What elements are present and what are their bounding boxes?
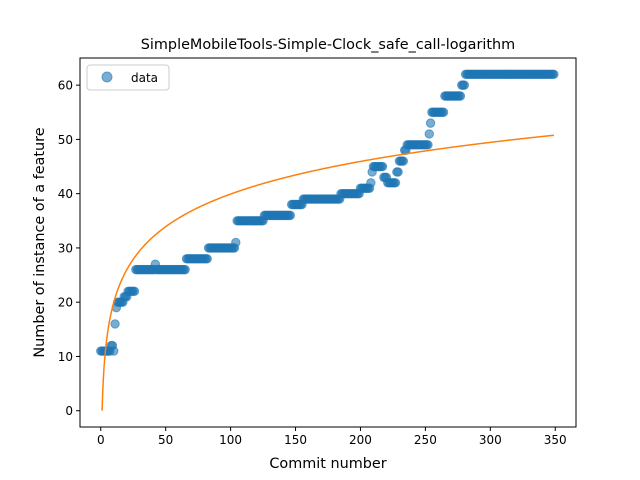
- data-point: [398, 156, 409, 166]
- legend: data: [86, 64, 170, 91]
- x-tick-label: 200: [349, 433, 372, 447]
- data-point: [377, 161, 388, 172]
- data-point: [202, 254, 212, 264]
- x-tick-label: 150: [284, 433, 307, 447]
- y-tick-label: 30: [58, 241, 73, 255]
- x-tick-label: 100: [219, 433, 242, 447]
- x-tick-label: 250: [414, 433, 437, 447]
- data-point: [390, 178, 401, 188]
- y-tick-label: 40: [58, 187, 73, 201]
- x-tick-label: 350: [544, 433, 567, 447]
- x-axis-label: Commit number: [269, 456, 386, 472]
- legend-label-data: data: [131, 71, 158, 85]
- data-point: [129, 286, 140, 297]
- x-tick-label: 50: [158, 433, 173, 447]
- data-point: [423, 140, 433, 150]
- y-tick-label: 50: [58, 133, 73, 147]
- fit-line: [101, 134, 555, 411]
- legend-marker: [101, 71, 113, 83]
- data-point: [425, 118, 436, 128]
- data-point: [366, 178, 376, 188]
- legend-box: [86, 64, 170, 91]
- data-point: [231, 237, 241, 248]
- data-point: [424, 129, 434, 139]
- y-tick-label: 0: [65, 404, 73, 418]
- y-tick-label: 60: [58, 79, 73, 93]
- data-point: [393, 167, 403, 177]
- x-tick-label: 300: [479, 433, 502, 447]
- data-point: [109, 346, 119, 356]
- data-point: [549, 69, 559, 79]
- data-point: [455, 91, 466, 101]
- chart-title: SimpleMobileTools-Simple-Clock_safe_call…: [141, 37, 515, 53]
- y-axis: 0 10 20 30 40 50 60: [58, 79, 80, 418]
- data-point: [438, 107, 449, 117]
- axes-frame: [79, 57, 577, 428]
- x-tick-label: 0: [97, 433, 105, 447]
- y-axis-label: Number of instance of a feature: [32, 127, 48, 357]
- series-data: [96, 69, 559, 356]
- data-point: [110, 319, 120, 329]
- data-point: [459, 80, 470, 90]
- data-point: [180, 264, 190, 275]
- y-tick-label: 20: [58, 296, 73, 310]
- x-axis: 0 50 100 150 200 250 300 350: [97, 427, 567, 447]
- y-tick-label: 10: [58, 350, 73, 364]
- plot-area: [96, 69, 559, 411]
- data-point: [285, 210, 296, 221]
